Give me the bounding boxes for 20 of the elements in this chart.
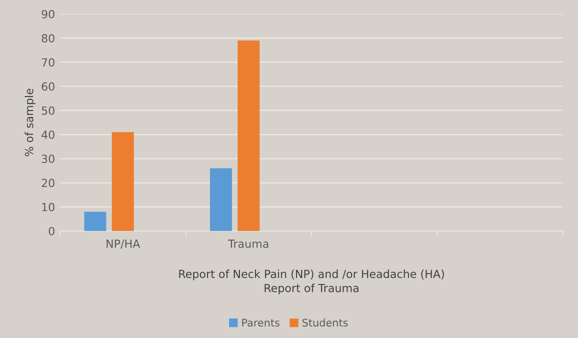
legend-label: Parents bbox=[242, 318, 280, 327]
y-tick-label: 30 bbox=[42, 154, 54, 164]
bar bbox=[238, 40, 260, 231]
y-tick-label: 70 bbox=[42, 58, 54, 67]
y-tick-label: 60 bbox=[42, 82, 54, 91]
x-tick-label: NP/HA bbox=[106, 240, 140, 249]
bar bbox=[210, 168, 232, 231]
y-tick-label: 40 bbox=[42, 130, 54, 139]
y-tick-label: 10 bbox=[42, 202, 54, 212]
y-axis-title: % of sample bbox=[24, 88, 36, 156]
bar bbox=[84, 212, 106, 231]
y-tick-label: 0 bbox=[48, 226, 54, 236]
x-axis-title: Report of Neck Pain (NP) and /or Headache (HA) Report of Trauma bbox=[179, 270, 444, 294]
y-tick-label: 80 bbox=[42, 34, 54, 42]
bar bbox=[112, 132, 134, 231]
x-tick-label: Trauma bbox=[228, 240, 268, 248]
legend-label: Students bbox=[302, 318, 348, 327]
y-tick-label: 20 bbox=[42, 178, 54, 188]
y-tick-label: 50 bbox=[42, 106, 54, 115]
y-tick-label: 90 bbox=[42, 10, 54, 18]
